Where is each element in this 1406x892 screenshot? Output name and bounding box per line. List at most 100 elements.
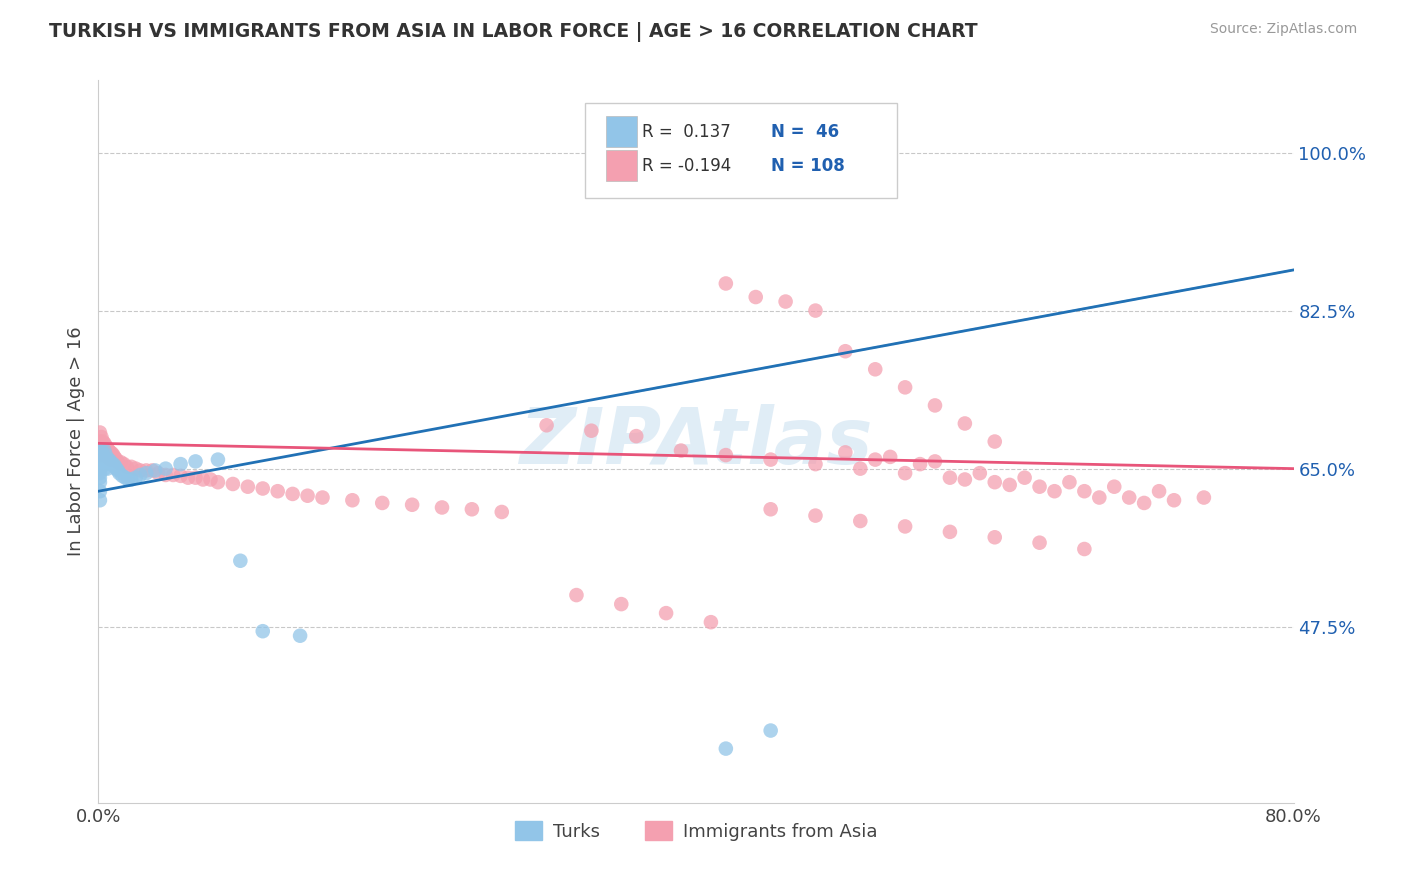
Point [908,457,931,471]
Point [103,448,125,462]
Point [461,502,484,516]
Point [191,473,214,487]
Text: TURKISH VS IMMIGRANTS FROM ASIA IN LABOR FORCE | AGE > 16 CORRELATION CHART: TURKISH VS IMMIGRANTS FROM ASIA IN LABOR… [49,22,977,42]
Point [129,463,152,477]
Point [91,434,114,449]
Point [89,466,111,480]
Point [94,448,117,462]
Point [93,443,115,458]
Point [177,471,200,485]
Point [491,505,513,519]
Y-axis label: In Labor Force | Age > 16: In Labor Force | Age > 16 [66,326,84,557]
Point [207,475,229,490]
Point [104,458,127,473]
Point [969,466,991,480]
Point [93,445,115,459]
Point [894,466,917,480]
Point [184,454,207,468]
Point [984,434,1007,449]
Text: Source: ZipAtlas.com: Source: ZipAtlas.com [1209,22,1357,37]
Point [759,502,782,516]
Point [939,524,962,539]
Point [104,450,127,465]
Point [894,519,917,533]
Point [288,629,311,643]
Point [1088,491,1111,505]
Point [401,498,423,512]
Point [90,430,112,444]
Point [804,303,827,318]
Point [759,452,782,467]
Point [129,467,152,482]
Point [536,418,558,433]
Point [98,445,122,459]
Point [655,606,678,620]
Point [1073,541,1095,556]
Point [91,448,114,462]
Point [93,436,115,450]
Point [581,424,603,438]
Point [565,588,588,602]
Point [97,443,120,458]
Point [236,480,259,494]
Point [125,471,148,485]
Point [101,446,124,460]
Point [626,429,648,443]
Point [98,454,122,468]
Point [311,491,333,505]
Point [96,461,118,475]
Text: R = -0.194: R = -0.194 [643,156,731,175]
Point [169,457,191,471]
Point [865,452,887,467]
Text: ZIPAtlas: ZIPAtlas [519,403,873,480]
Point [371,496,394,510]
Point [669,443,692,458]
Point [1073,484,1095,499]
FancyBboxPatch shape [606,117,637,147]
Point [1028,535,1050,549]
Point [1028,480,1050,494]
Point [1043,484,1066,499]
Point [1192,491,1215,505]
Point [90,448,112,462]
Point [1118,491,1140,505]
FancyBboxPatch shape [606,151,637,181]
Point [1059,475,1081,490]
Point [252,482,274,496]
Point [105,461,128,475]
Point [714,741,737,756]
Point [120,459,142,474]
Point [89,484,111,499]
Point [229,554,252,568]
Point [89,434,111,449]
Point [89,443,111,458]
Point [200,473,222,487]
Point [112,457,135,471]
Point [162,467,184,482]
Point [90,439,112,453]
Point [1014,471,1036,485]
Point [93,461,115,475]
Point [110,455,132,469]
Point [93,452,115,467]
Text: N =  46: N = 46 [772,122,839,141]
Point [96,450,118,464]
Point [94,439,117,453]
Point [894,380,917,394]
Point [252,624,274,639]
Point [184,471,207,485]
Point [297,489,319,503]
Point [107,463,129,477]
Point [103,457,125,471]
Point [849,461,872,475]
Point [834,344,856,359]
Point [141,463,163,477]
Point [745,290,768,304]
Point [655,163,678,178]
Point [1133,496,1156,510]
Legend: Turks, Immigrants from Asia: Turks, Immigrants from Asia [508,814,884,848]
Point [96,452,118,467]
Point [101,457,124,471]
Point [98,452,122,467]
Point [804,457,827,471]
